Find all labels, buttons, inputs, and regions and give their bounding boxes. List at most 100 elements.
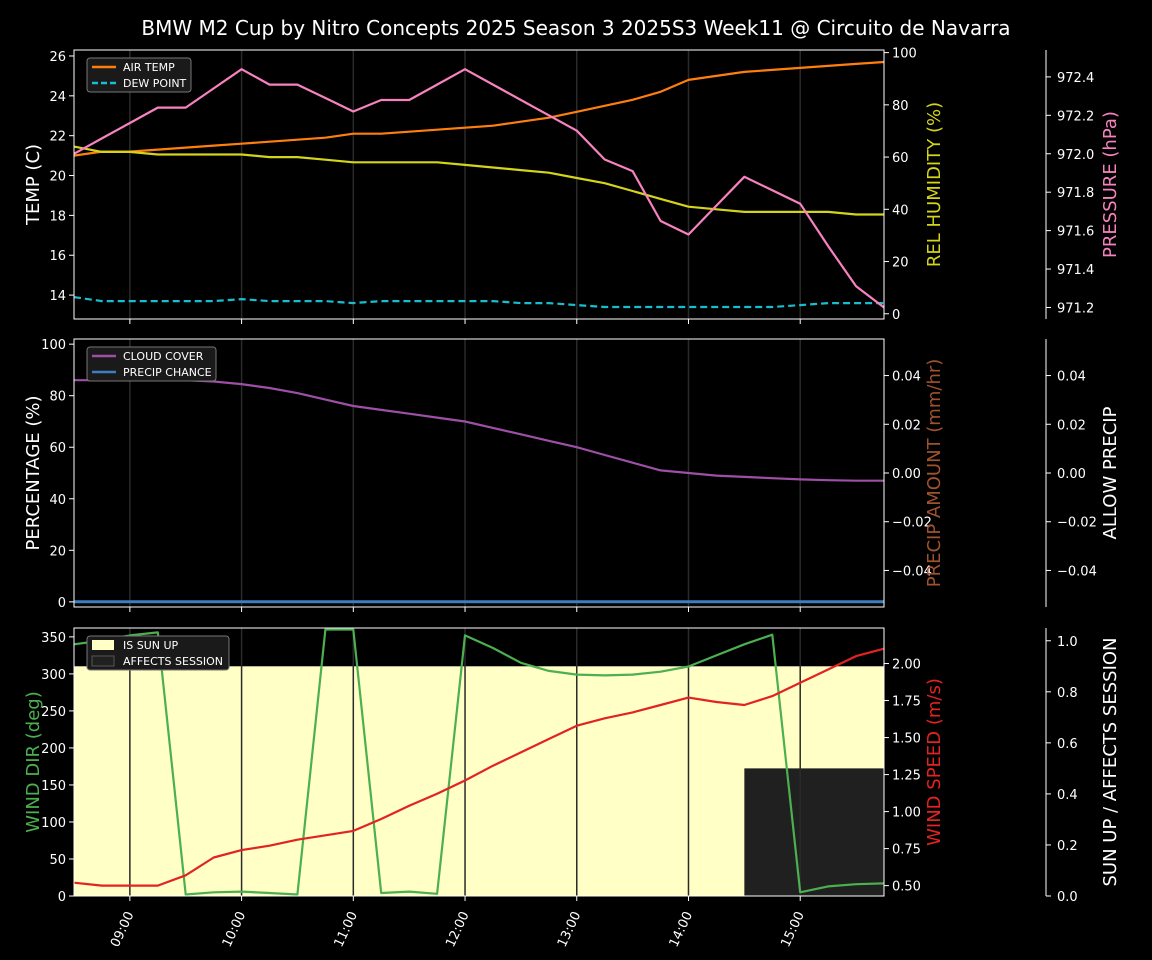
- x-tick-label: 12:00: [443, 909, 472, 949]
- tick-label-far: 0.04: [1057, 370, 1086, 385]
- series-line-wind-dir: [73, 628, 885, 896]
- tick-label-left: 300: [41, 668, 66, 683]
- x-tick-label: 09:00: [108, 909, 137, 949]
- legend-label: AFFECTS SESSION: [123, 655, 223, 668]
- panel-wind: 0 50 100 150 200 250 300 350 0.50 0.75 1.00 1.25 1.5…: [23, 627, 1121, 905]
- series-line-rel-humidity: [73, 145, 884, 216]
- tick-label-far: 1.0: [1057, 635, 1078, 650]
- series-line-pressure: [73, 68, 885, 309]
- tick-label-left: 0: [58, 596, 66, 611]
- tick-label-far: 972.0: [1057, 148, 1094, 163]
- legend-box: [86, 346, 217, 382]
- tick-label-far: 971.6: [1057, 225, 1094, 240]
- axis-label-right: WIND SPEED (m/s): [924, 678, 945, 846]
- tick-label-left: 20: [49, 170, 66, 185]
- tick-label-left: 26: [49, 50, 66, 65]
- x-tick-label: 10:00: [220, 909, 249, 949]
- tick-label-far: 0.2: [1057, 839, 1078, 854]
- tick-label-right: 20: [892, 256, 909, 271]
- x-tick-label: 11:00: [332, 909, 361, 949]
- tick-label-right: 40: [892, 203, 909, 218]
- tick-label-left: 150: [41, 779, 66, 794]
- tick-label-left: 40: [49, 493, 66, 508]
- tick-label-left: 50: [49, 853, 66, 868]
- chart-title: BMW M2 Cup by Nitro Concepts 2025 Season…: [141, 16, 1010, 40]
- x-tick-label: 14:00: [667, 909, 696, 949]
- tick-label-far: 971.2: [1057, 301, 1094, 316]
- tick-label-left: 200: [41, 742, 66, 757]
- series-line-dew-point: [73, 296, 884, 309]
- tick-label-left: 100: [41, 338, 66, 353]
- tick-label-far: 972.4: [1057, 71, 1094, 86]
- legend-swatch: [92, 640, 114, 650]
- axis-label-right: PRECIP AMOUNT (mm/hr): [924, 359, 945, 588]
- tick-label-right: 80: [892, 99, 909, 114]
- legend-label: DEW POINT: [123, 77, 187, 90]
- tick-label-left: 350: [41, 631, 66, 646]
- legend: CLOUD COVER PRECIP CHANCE: [86, 346, 217, 382]
- tick-label-right: 0.04: [892, 370, 921, 385]
- tick-label-left: 0: [58, 890, 66, 905]
- tick-label-right: 1.25: [892, 769, 921, 784]
- tick-label-far: 0.6: [1057, 737, 1078, 752]
- tick-label-right: 1.50: [892, 732, 921, 747]
- series-line-cloud-cover: [74, 379, 884, 482]
- tick-label-far: 0.02: [1057, 418, 1086, 433]
- legend-label: PRECIP CHANCE: [123, 366, 212, 379]
- panel-cloud-precip: 0 20 40 60 80 100 −0.04 −0.02 0.00 0.02 0.04 −0.04 −…: [23, 338, 1121, 612]
- tick-label-right: 0.02: [892, 418, 921, 433]
- tick-label-right: 0.75: [892, 843, 921, 858]
- legend: AIR TEMP DEW POINT: [86, 57, 192, 93]
- tick-label-right: 2.00: [892, 658, 921, 673]
- axis-label-left: WIND DIR (deg): [23, 691, 44, 833]
- x-tick-label: 15:00: [778, 909, 807, 949]
- tick-label-far: −0.02: [1057, 516, 1097, 531]
- legend-swatch: [91, 655, 115, 667]
- legend-label: AIR TEMP: [123, 61, 175, 74]
- tick-label-far: 0.00: [1057, 467, 1086, 482]
- tick-label-far: 0.8: [1057, 686, 1078, 701]
- series-line-air-temp: [73, 60, 885, 157]
- tick-label-far: 0.0: [1057, 890, 1078, 905]
- tick-label-left: 80: [49, 390, 66, 405]
- tick-label-left: 100: [41, 816, 66, 831]
- tick-label-far: 971.4: [1057, 263, 1094, 278]
- plot-frame: [73, 627, 885, 897]
- axis-label-far: ALLOW PRECIP: [1100, 406, 1121, 539]
- legend-box: [86, 635, 230, 671]
- tick-label-left: 14: [49, 289, 66, 304]
- tick-label-right: −0.04: [892, 564, 932, 579]
- tick-label-right: 1.00: [892, 806, 921, 821]
- tick-label-right: 0.50: [892, 880, 921, 895]
- axis-label-left: PERCENTAGE (%): [23, 395, 44, 550]
- panel-temperature: 14 16 18 20 22 24 26 0 20 40 60 80 100 971.2 971.4 971.…: [23, 47, 1121, 324]
- legend-label: IS SUN UP: [123, 639, 179, 652]
- tick-label-left: 22: [49, 130, 66, 145]
- tick-label-left: 18: [49, 209, 66, 224]
- tick-label-right: 0: [892, 308, 900, 323]
- axis-label-left: TEMP (C): [23, 144, 44, 226]
- axis-label-right: REL HUMIDITY (%): [924, 102, 945, 267]
- tick-label-left: 24: [49, 90, 66, 105]
- tick-label-right: 0.00: [892, 467, 921, 482]
- axis-label-far: PRESSURE (hPa): [1100, 111, 1121, 258]
- band-affects-session: [744, 768, 884, 896]
- tick-label-far: −0.04: [1057, 564, 1097, 579]
- legend-label: CLOUD COVER: [123, 350, 204, 363]
- tick-label-left: 60: [49, 441, 66, 456]
- tick-label-far: 972.2: [1057, 109, 1094, 124]
- chart-panels: 14 16 18 20 22 24 26 0 20 40 60 80 100 971.2 971.4 971.…: [23, 47, 1121, 950]
- series-line-wind-speed: [73, 647, 885, 887]
- tick-label-far: 971.8: [1057, 186, 1094, 201]
- x-tick-label: 13:00: [555, 909, 584, 949]
- tick-label-left: 20: [49, 544, 66, 559]
- plot-frame: [73, 49, 885, 320]
- axis-label-far: SUN UP / AFFECTS SESSION: [1100, 637, 1121, 886]
- tick-label-right: 100: [892, 47, 917, 62]
- tick-label-right: −0.02: [892, 516, 932, 531]
- tick-label-left: 250: [41, 705, 66, 720]
- tick-label-far: 0.4: [1057, 788, 1078, 803]
- tick-label-left: 16: [49, 249, 66, 264]
